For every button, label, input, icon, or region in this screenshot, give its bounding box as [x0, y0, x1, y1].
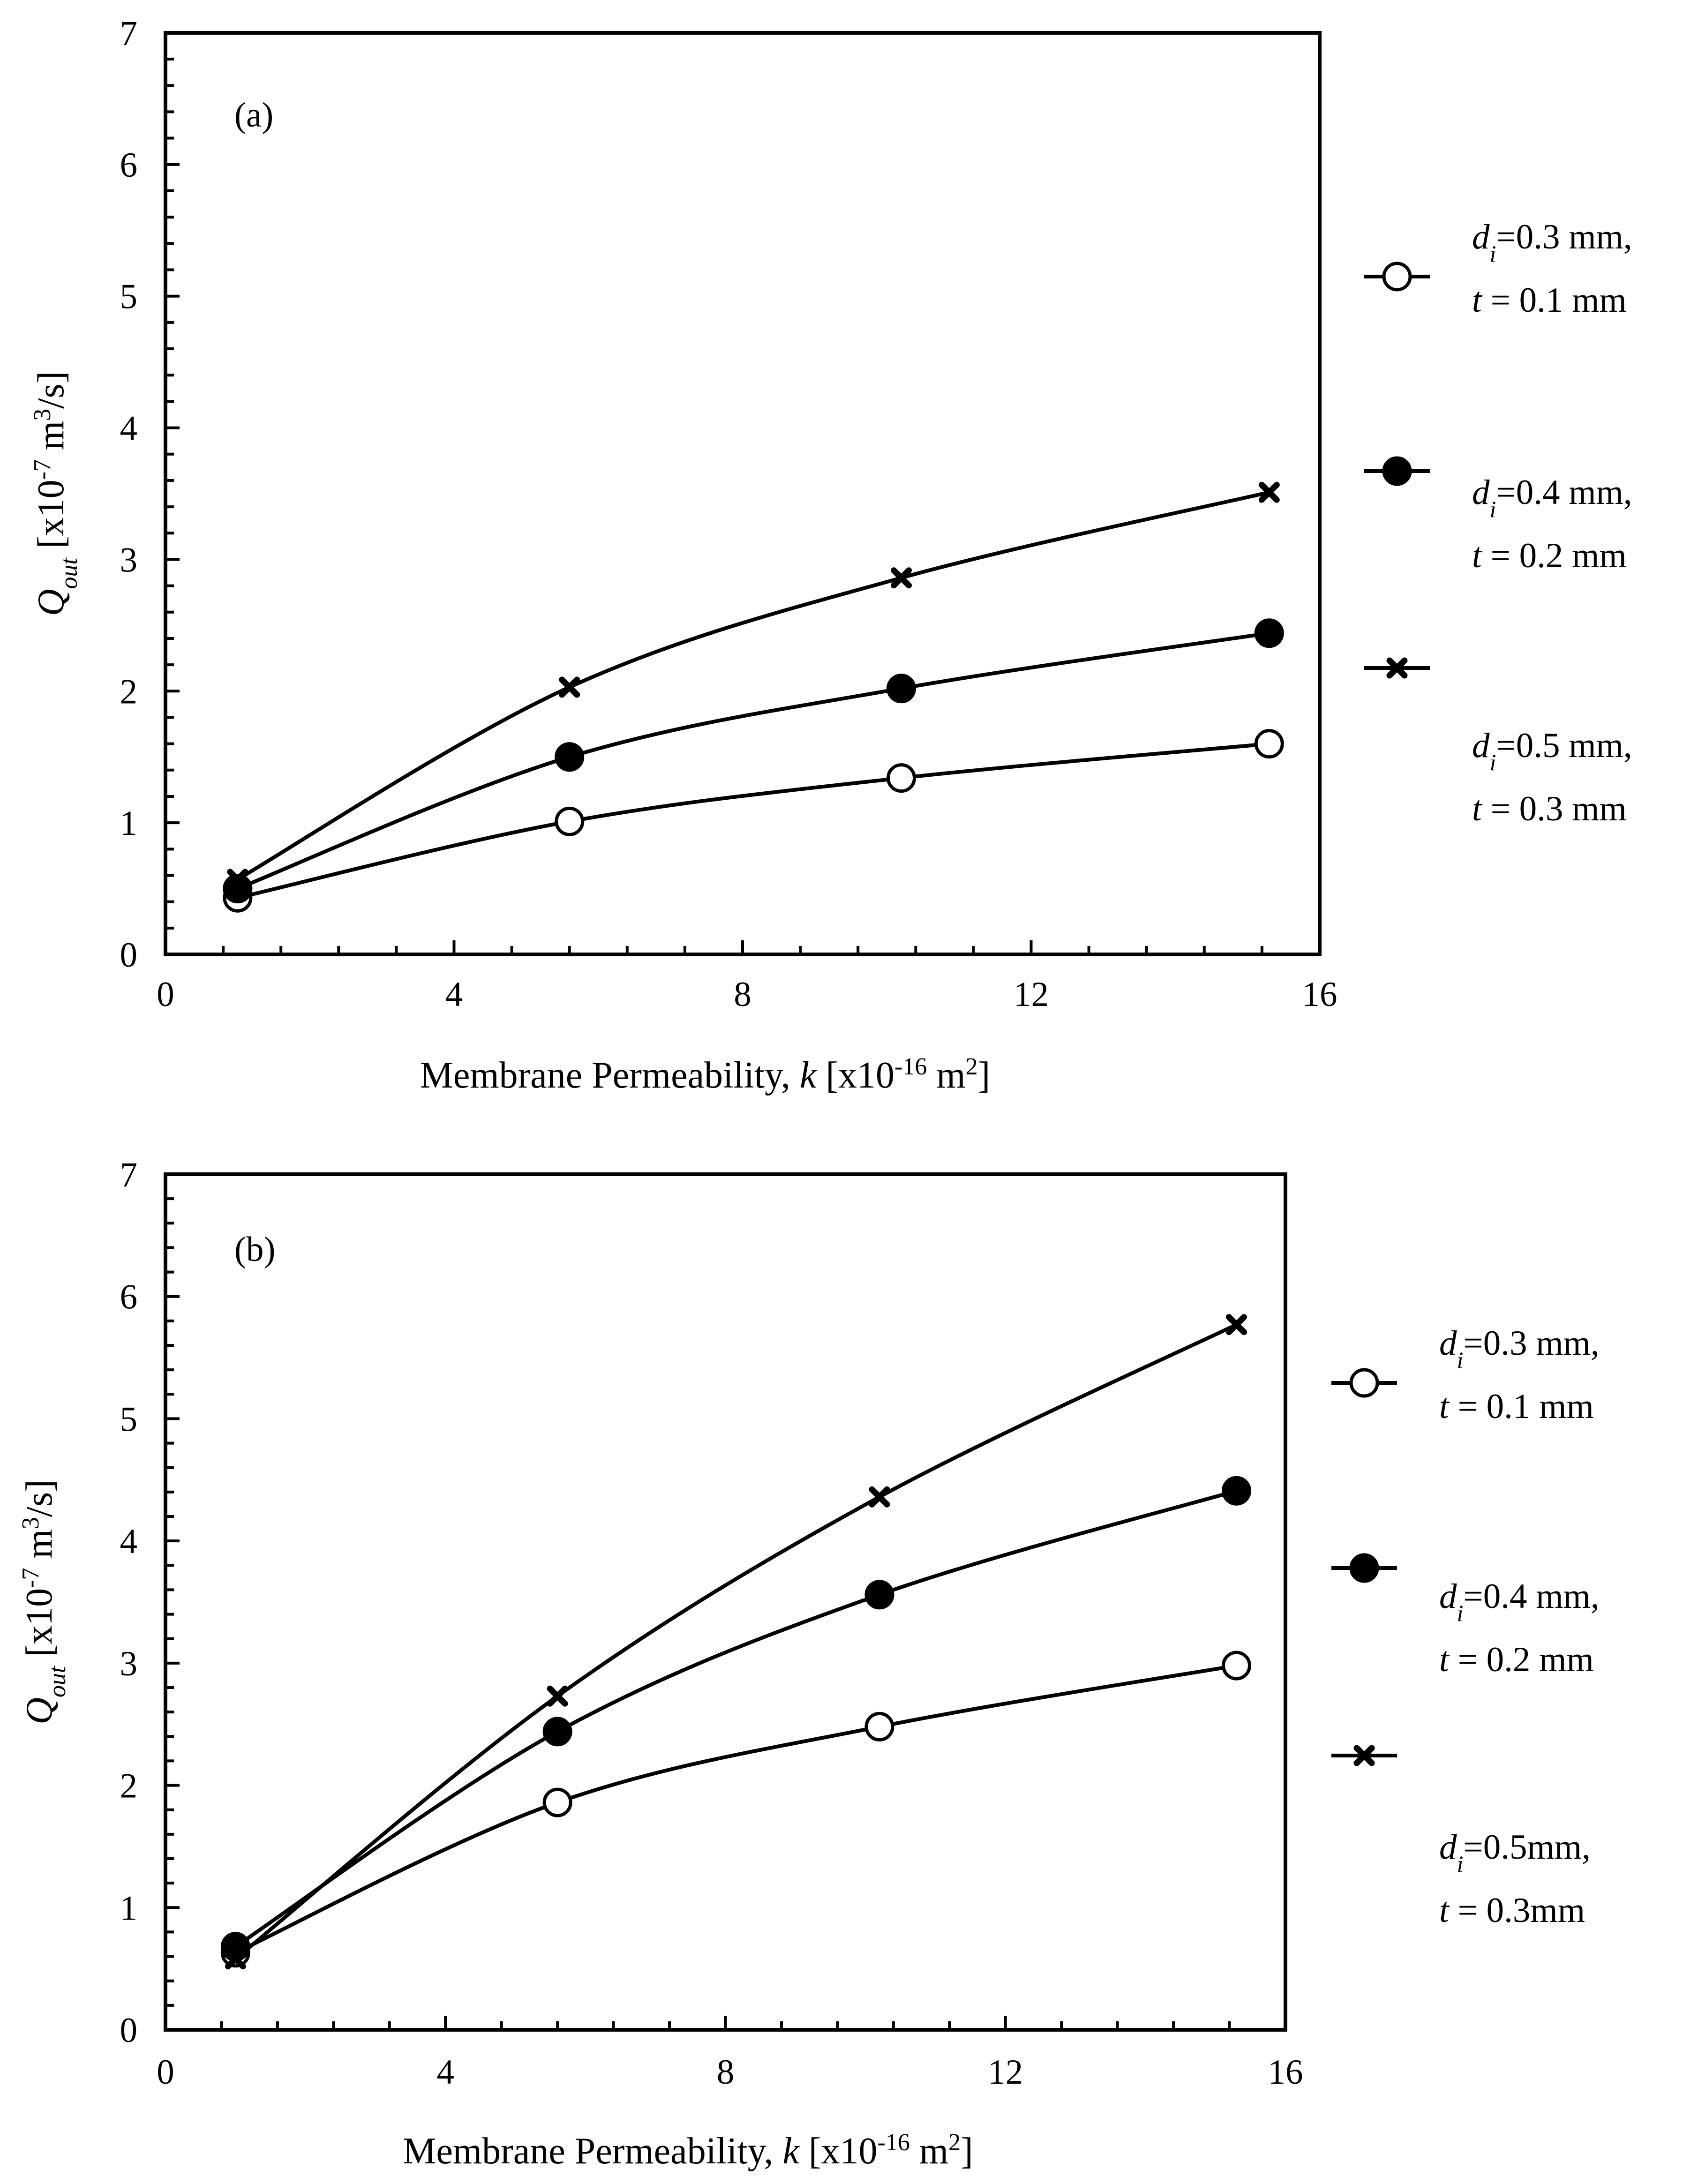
legend-label-line1: di=0.3 mm, — [1472, 218, 1632, 267]
x-tick-label: 16 — [1302, 975, 1337, 1014]
data-point-open-circle — [1221, 1651, 1251, 1681]
legend-label-line1: di=0.5mm, — [1439, 1828, 1591, 1877]
x-tick-label: 12 — [988, 2053, 1023, 2092]
y-tick-label: 1 — [120, 1889, 138, 1928]
data-point-cross — [227, 869, 248, 890]
legend-marker-open-circle — [1382, 262, 1412, 292]
data-point-cross — [1225, 1314, 1247, 1336]
y-tick-label: 0 — [120, 936, 138, 975]
legend-label-line1: di=0.3 mm, — [1439, 1324, 1600, 1373]
legend-marker-cross — [1353, 1745, 1375, 1766]
y-tick-label: 5 — [120, 278, 138, 316]
data-point-open-circle — [542, 1787, 572, 1817]
y-tick-label: 2 — [120, 1767, 138, 1806]
y-tick-label: 6 — [120, 1278, 138, 1317]
series-line — [234, 1664, 1237, 1955]
series-line — [237, 742, 1270, 900]
x-axis: 0 4 8 12 16 — [157, 940, 1337, 1014]
y-tick-label: 6 — [120, 146, 138, 185]
x-tick-label: 4 — [445, 975, 463, 1014]
series-filled-circle — [223, 618, 1284, 904]
x-tick-label: 16 — [1268, 2053, 1303, 2092]
x-tick-label: 4 — [437, 2053, 455, 2092]
legend-marker-filled-circle — [1382, 456, 1412, 486]
x-tick-label: 8 — [734, 975, 751, 1014]
legend-label-line2: t = 0.3mm — [1439, 1891, 1585, 1930]
data-point-filled-circle — [887, 674, 917, 704]
data-point-cross — [559, 676, 580, 698]
data-point-cross — [869, 1486, 890, 1508]
y-tick-label: 4 — [120, 409, 138, 448]
legend-item: di=0.5 mm, t = 0.3 mm — [1364, 657, 1632, 828]
data-point-cross — [547, 1685, 568, 1707]
data-point-cross — [891, 567, 912, 589]
data-point-open-circle — [555, 806, 585, 836]
legend-label-line1: di=0.4 mm, — [1472, 473, 1632, 522]
series-line — [236, 490, 1270, 881]
x-tick-label: 8 — [717, 2053, 735, 2092]
x-tick-label: 12 — [1014, 975, 1049, 1014]
y-axis: 0 1 2 3 4 5 6 7 — [120, 1156, 180, 2050]
legend-label-line1: di=0.5 mm, — [1472, 726, 1632, 775]
legend-item: di=0.3 mm, t = 0.1 mm — [1364, 218, 1632, 320]
legend-label-line2: t = 0.2 mm — [1472, 536, 1627, 575]
x-tick-label: 0 — [157, 2053, 174, 2092]
data-point-filled-circle — [555, 742, 585, 772]
data-point-open-circle — [864, 1711, 894, 1741]
legend-item: di=0.5mm, t = 0.3mm — [1331, 1745, 1591, 1930]
legend-item: di=0.3 mm, t = 0.1 mm — [1331, 1324, 1600, 1426]
panel-label: (b) — [234, 1230, 275, 1269]
data-point-filled-circle — [1221, 1476, 1251, 1506]
legend-label-line1: di=0.4 mm, — [1439, 1577, 1600, 1626]
data-point-open-circle — [1254, 729, 1284, 759]
legend-item: di=0.4 mm, t = 0.2 mm — [1364, 456, 1632, 575]
legend-marker-filled-circle — [1349, 1553, 1379, 1583]
y-tick-label: 3 — [120, 1644, 138, 1683]
y-tick-label: 2 — [120, 672, 138, 711]
series-filled-circle — [220, 1476, 1251, 1962]
legend-marker-cross — [1386, 657, 1408, 679]
y-axis-title: Qout [x10-7 m3/s] — [29, 371, 83, 616]
plot-frame — [164, 1172, 1287, 2032]
legend-label-line2: t = 0.1 mm — [1472, 281, 1627, 320]
legend: di=0.3 mm, t = 0.1 mm di=0.4 mm, t = 0.2 mm… — [1331, 1324, 1600, 1930]
y-axis-title: Qout [x10-7 m3/s] — [17, 1479, 71, 1724]
y-tick-label: 7 — [120, 1156, 138, 1194]
data-point-filled-circle — [864, 1580, 894, 1610]
series-cross — [225, 1314, 1247, 1970]
legend: di=0.3 mm, t = 0.1 mm di=0.4 mm, t = 0.2 mm… — [1364, 218, 1632, 828]
x-tick-label: 0 — [157, 975, 174, 1014]
series-open-circle — [220, 1651, 1251, 1968]
y-tick-label: 5 — [120, 1400, 138, 1439]
panel-label: (a) — [234, 96, 273, 135]
data-point-open-circle — [887, 763, 917, 793]
series-line — [237, 631, 1270, 891]
legend-label-line2: t = 0.3 mm — [1472, 789, 1627, 828]
x-axis: 0 4 8 12 16 — [157, 2016, 1303, 2092]
legend-label-line2: t = 0.1 mm — [1439, 1387, 1594, 1426]
data-point-cross — [1258, 481, 1280, 503]
y-tick-label: 4 — [120, 1522, 138, 1561]
y-tick-label: 0 — [120, 2011, 138, 2050]
legend-marker-open-circle — [1349, 1368, 1379, 1398]
y-tick-label: 7 — [120, 14, 138, 53]
y-tick-label: 3 — [120, 540, 138, 579]
data-point-filled-circle — [542, 1717, 572, 1747]
legend-label-line2: t = 0.2 mm — [1439, 1640, 1594, 1679]
data-point-cross — [225, 1948, 246, 1970]
series-line — [234, 1323, 1238, 1960]
y-tick-label: 1 — [120, 804, 138, 843]
x-axis-title: Membrane Permeability, k [x10-16 m2] — [420, 1053, 990, 1096]
series-open-circle — [223, 729, 1284, 913]
x-axis-title: Membrane Permeability, k [x10-16 m2] — [403, 2129, 973, 2172]
y-axis: 0 1 2 3 4 5 6 7 — [120, 14, 180, 975]
series-line — [234, 1489, 1237, 1949]
data-point-filled-circle — [1254, 618, 1284, 648]
series-cross — [227, 481, 1280, 890]
legend-item: di=0.4 mm, t = 0.2 mm — [1331, 1553, 1600, 1679]
